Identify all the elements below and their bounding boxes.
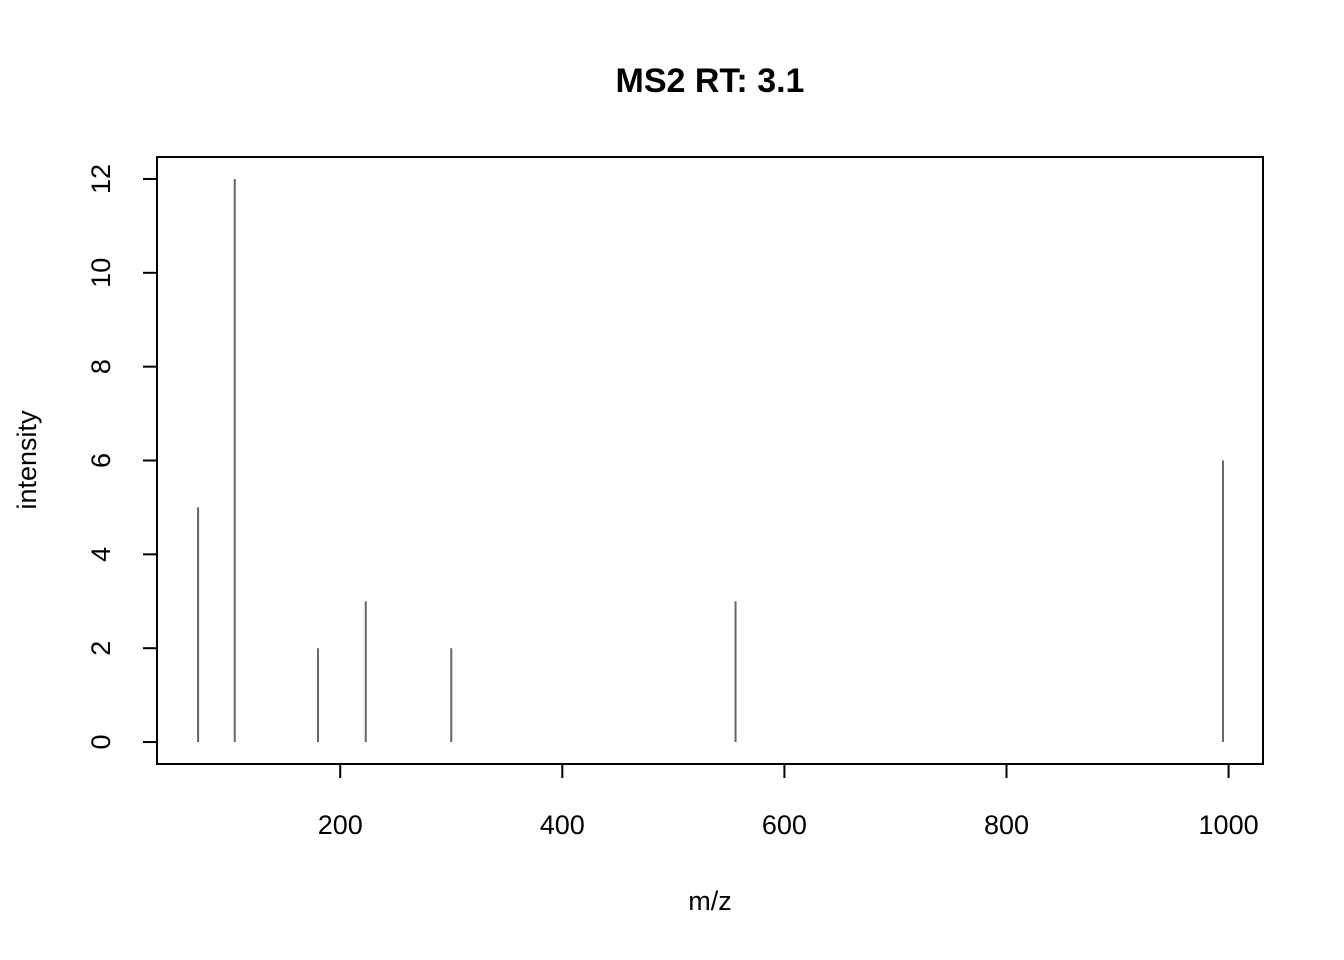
x-axis: 200 400 600 800 1000 <box>318 763 1259 840</box>
y-tick-label-5: 10 <box>86 258 116 288</box>
y-axis-label: intensity <box>12 410 42 510</box>
y-tick-label-6: 12 <box>86 164 116 194</box>
y-tick-label-2: 4 <box>86 547 116 562</box>
y-axis: 0 2 4 6 8 10 12 <box>86 164 158 750</box>
chart-title: MS2 RT: 3.1 <box>616 62 805 100</box>
x-tick-label-4: 1000 <box>1199 810 1259 840</box>
x-axis-label: m/z <box>688 886 732 916</box>
y-tick-label-1: 2 <box>86 641 116 656</box>
x-tick-label-0: 200 <box>318 810 363 840</box>
plot-frame <box>156 156 1264 765</box>
x-tick-label-1: 400 <box>540 810 585 840</box>
x-tick-label-3: 800 <box>984 810 1029 840</box>
x-tick-label-2: 600 <box>762 810 807 840</box>
y-tick-label-4: 8 <box>86 359 116 374</box>
y-tick-label-0: 0 <box>86 735 116 750</box>
y-tick-label-3: 6 <box>86 453 116 468</box>
peaks-group <box>197 178 1225 743</box>
